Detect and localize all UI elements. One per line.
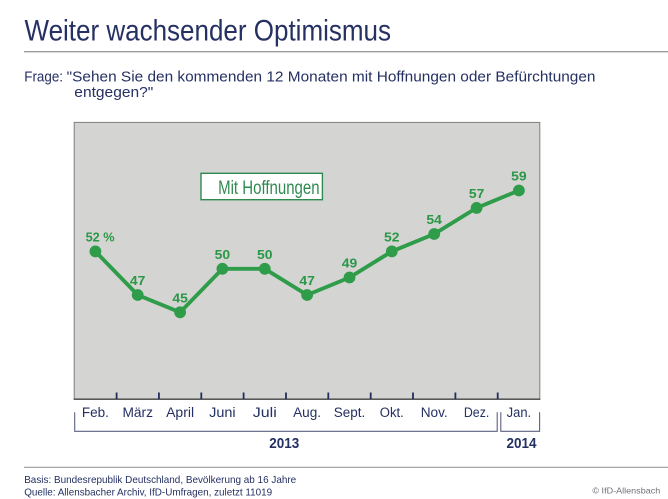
svg-text:entgegen?": entgegen?" — [74, 85, 153, 101]
svg-text:52: 52 — [384, 230, 400, 244]
svg-text:© IfD-Allensbach: © IfD-Allensbach — [592, 485, 660, 495]
svg-text:45: 45 — [172, 291, 188, 305]
svg-text:Quelle: Allensbacher Archiv, I: Quelle: Allensbacher Archiv, IfD-Umfrage… — [24, 487, 272, 499]
svg-text:April: April — [166, 405, 194, 421]
svg-text:Juni: Juni — [209, 405, 236, 421]
svg-text:Jan.: Jan. — [507, 405, 532, 421]
svg-text:50: 50 — [215, 248, 231, 262]
svg-text:Sept.: Sept. — [334, 405, 366, 421]
svg-text:"Sehen Sie den kommenden 12 Mo: "Sehen Sie den kommenden 12 Monaten mit … — [67, 70, 596, 86]
svg-text:47: 47 — [299, 274, 315, 288]
svg-text:Dez.: Dez. — [464, 405, 490, 421]
svg-text:52 %: 52 % — [86, 230, 115, 244]
svg-text:Frage:: Frage: — [24, 70, 63, 86]
svg-text:Basis: Bundesrepublik Deutschl: Basis: Bundesrepublik Deutschland, Bevöl… — [24, 474, 296, 486]
svg-text:Feb.: Feb. — [82, 405, 109, 421]
svg-text:Juli: Juli — [253, 405, 277, 421]
svg-text:Weiter wachsender Optimismus: Weiter wachsender Optimismus — [25, 15, 392, 48]
svg-text:50: 50 — [257, 248, 273, 262]
svg-text:47: 47 — [130, 274, 146, 288]
svg-text:Nov.: Nov. — [421, 405, 448, 421]
svg-text:49: 49 — [342, 257, 358, 271]
svg-text:Okt.: Okt. — [380, 405, 404, 421]
svg-text:März: März — [122, 405, 153, 421]
svg-text:54: 54 — [426, 213, 442, 227]
svg-text:57: 57 — [469, 187, 485, 201]
svg-text:Mit Hoffnungen: Mit Hoffnungen — [218, 177, 320, 199]
svg-text:2014: 2014 — [507, 436, 538, 452]
svg-text:Aug.: Aug. — [293, 405, 321, 421]
svg-text:59: 59 — [511, 170, 527, 184]
svg-text:2013: 2013 — [269, 436, 299, 452]
